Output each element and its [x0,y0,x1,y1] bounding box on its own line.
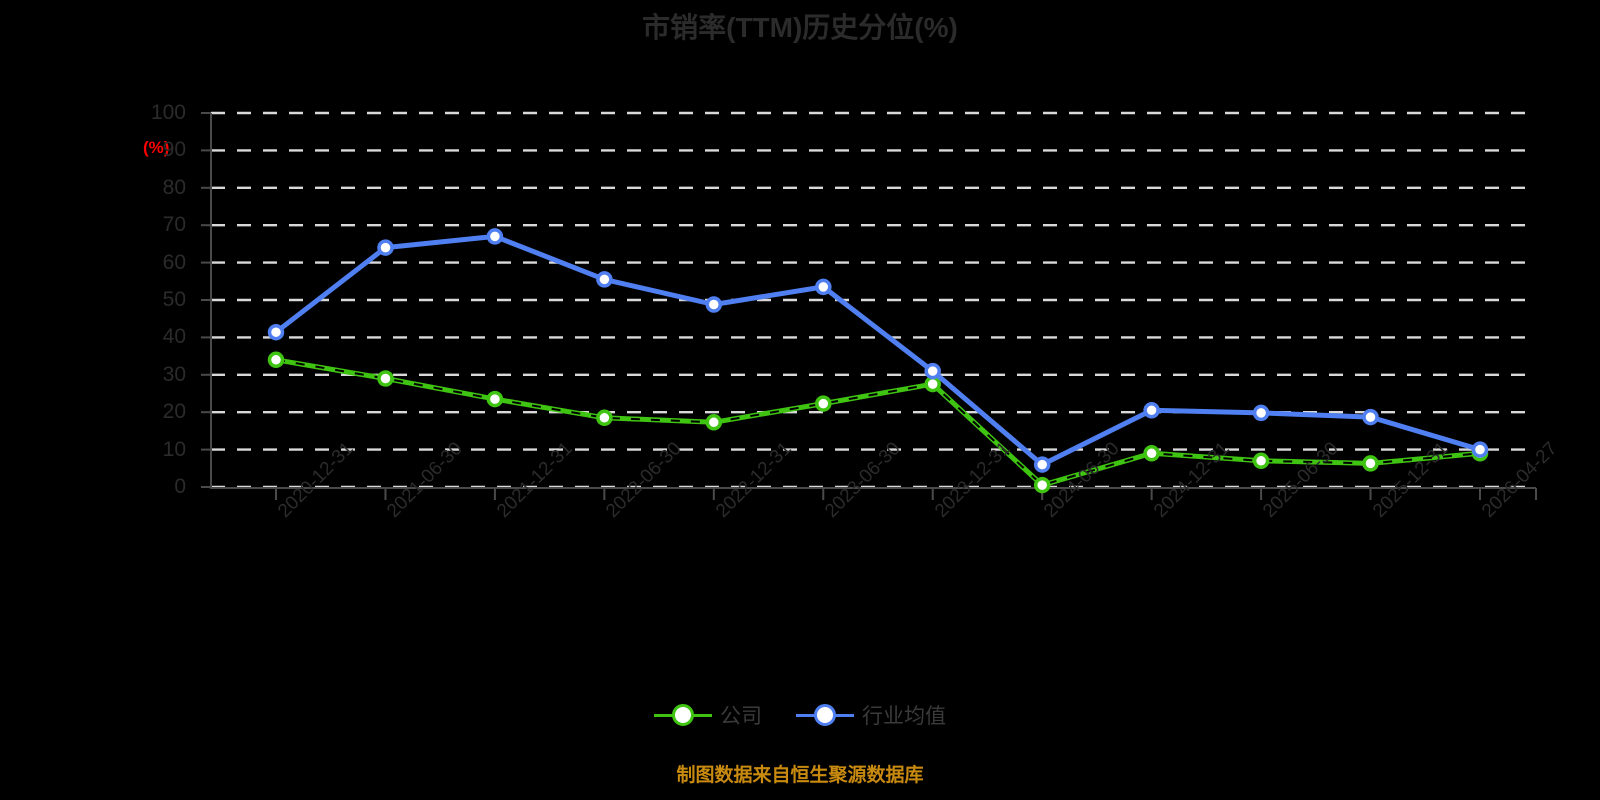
y-axis-unit-label: (%) [143,138,170,157]
x-axis-tick-label: 2025-12-31 [1368,438,1453,522]
legend-label-industry-average: 行业均值 [862,705,946,728]
legend-label-company: 公司 [720,705,762,728]
legend-marker-company [654,704,712,726]
legend-marker-industry-average [796,704,854,726]
chart-source-note: 制图数据来自恒生聚源数据库 [676,765,924,786]
axis-lines [201,112,1537,500]
x-axis-tick-label: 2021-12-31 [492,438,577,522]
chart-title: 市销率(TTM)历史分位(%) [642,12,958,43]
x-axis-tick-label: 2023-12-31 [930,438,1015,522]
y-axis-tick-labels: 100 90 80 70 60 50 40 30 20 10 0 [0,0,186,800]
legend-item-company[interactable]: 公司 [654,700,762,730]
x-axis-tick-label: 2026-04-27 [1478,438,1562,522]
chart-legend: 公司 行业均值 [0,700,1600,730]
x-axis-tick-label: 2025-06-30 [1259,438,1343,522]
x-axis-tick-label: 2022-06-30 [602,438,686,522]
y-axis-tick-label: 10 [162,437,186,461]
x-axis-tick-label: 2022-12-31 [711,438,796,522]
x-axis-tick-label: 2023-06-30 [821,438,905,522]
series-industry-average [267,228,1489,473]
y-axis-tick-label: 50 [162,288,186,311]
x-axis-tick-label: 2021-06-30 [383,438,468,522]
y-axis-tick-label: 80 [162,175,186,199]
y-axis-tick-label: 70 [162,213,186,237]
y-axis-tick-label: 40 [162,325,186,349]
legend-item-industry-average[interactable]: 行业均值 [796,700,946,730]
y-axis-tick-label: 20 [162,400,186,424]
y-axis-tick-label: 0 [174,475,186,498]
x-axis-tick-label: 2020-12-31 [274,438,358,522]
x-axis-tick-label: 2024-12-31 [1149,438,1234,522]
y-axis-tick-label: 60 [162,250,186,274]
x-axis-tick-label: 2024-06-30 [1040,438,1124,522]
y-axis-tick-label: 100 [150,101,186,124]
y-axis-tick-label: 90 [162,138,186,162]
y-axis-tick-label: 30 [162,362,186,386]
